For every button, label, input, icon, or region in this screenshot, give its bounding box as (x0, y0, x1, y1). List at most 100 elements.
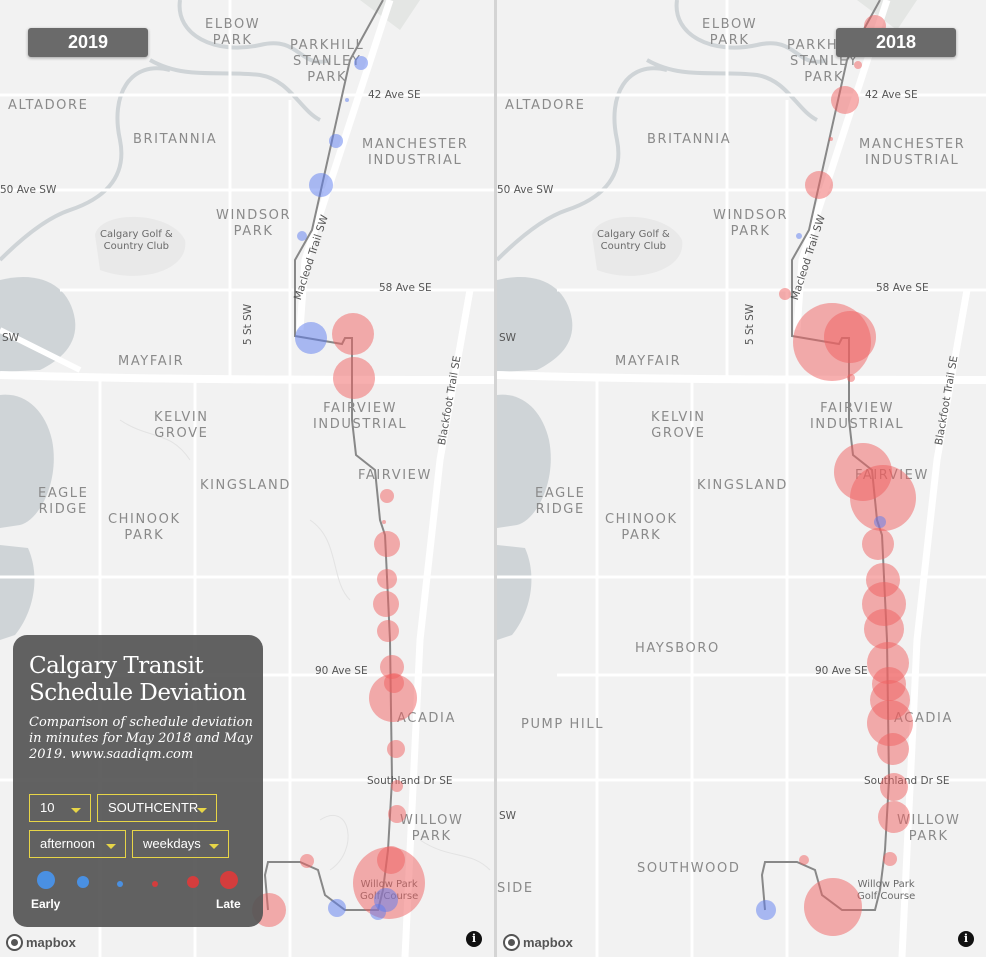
info-icon[interactable]: i (958, 931, 974, 947)
deviation-point (370, 904, 386, 920)
street-sw-south: SW (499, 810, 517, 822)
deviation-point (354, 56, 368, 70)
mapbox-mark-icon (6, 934, 23, 951)
label-chinook-park: CHINOOK PARK (605, 512, 678, 543)
label-kelvin-grove: KELVIN GROVE (651, 410, 706, 441)
label-eagle-ridge: EAGLE RIDGE (38, 486, 89, 517)
deviation-layer-2018 (756, 15, 916, 936)
street-42-ave: 42 Ave SE (865, 89, 918, 101)
label-haysboro: HAYSBORO (635, 641, 720, 656)
time-of-day-select[interactable]: afternoon (29, 830, 126, 858)
label-windsor-park: WINDSOR PARK (713, 208, 789, 239)
label-mayfair: MAYFAIR (118, 354, 185, 369)
deviation-point (329, 134, 343, 148)
deviation-point (864, 609, 904, 649)
legend-early-small (117, 881, 123, 887)
mapbox-logo[interactable]: mapbox (6, 934, 76, 951)
street-90-ave: 90 Ave SE (315, 665, 368, 677)
legend-late-small (152, 881, 158, 887)
deviation-point (297, 231, 307, 241)
deviation-point (829, 137, 833, 141)
label-fairview: FAIRVIEW (358, 468, 432, 483)
deviation-point (345, 98, 349, 102)
deviation-point (874, 516, 886, 528)
label-britannia: BRITANNIA (647, 132, 732, 147)
deviation-point (295, 322, 327, 354)
street-58-ave: 58 Ave SE (876, 282, 929, 294)
street-50-ave: 50 Ave SW (0, 184, 57, 196)
label-fairview-industrial: FAIRVIEW INDUSTRIAL (313, 401, 408, 432)
label-britannia: BRITANNIA (133, 132, 218, 147)
label-calgary-golf: Calgary Golf & Country Club (597, 229, 670, 252)
deviation-point (847, 374, 855, 382)
label-manchester: MANCHESTER INDUSTRIAL (859, 137, 966, 168)
deviation-point (877, 733, 909, 765)
street-90-ave: 90 Ave SE (815, 665, 868, 677)
panel-description: Comparison of schedule deviation in minu… (29, 715, 253, 762)
day-type-select[interactable]: weekdays (132, 830, 229, 858)
label-willow-park: WILLOW PARK (400, 813, 464, 844)
street-58-ave: 58 Ave SE (379, 282, 432, 294)
deviation-point (779, 288, 791, 300)
deviation-point (374, 531, 400, 557)
chevron-down-icon (106, 844, 116, 849)
mapbox-mark-icon (503, 934, 520, 951)
deviation-point (333, 357, 375, 399)
mapbox-logo[interactable]: mapbox (503, 934, 573, 951)
label-pump-hill: PUMP HILL (521, 717, 605, 732)
label-windsor-park: WINDSOR PARK (216, 208, 292, 239)
legend-early-large (37, 871, 55, 889)
deviation-point (804, 878, 862, 936)
deviation-point (391, 780, 403, 792)
panel-title: Calgary Transit Schedule Deviation (29, 653, 247, 706)
deviation-point (380, 655, 404, 679)
deviation-point (796, 233, 802, 239)
deviation-point (377, 569, 397, 589)
chevron-down-icon (71, 808, 81, 813)
map-divider (494, 0, 497, 957)
label-elbow-park: ELBOW PARK (205, 17, 261, 48)
label-side: SIDE (497, 881, 534, 896)
label-calgary-golf: Calgary Golf & Country Club (100, 229, 173, 252)
deviation-point (880, 773, 908, 801)
route-select[interactable]: 10 (29, 794, 91, 822)
deviation-point (867, 700, 913, 746)
legend-late-label: Late (216, 897, 241, 911)
map-2018[interactable]: ELBOW PARK PARKHILL STANLEY PARK ALTADORE B… (497, 0, 986, 957)
street-50-ave: 50 Ave SW (497, 184, 554, 196)
chevron-down-icon (197, 808, 207, 813)
deviation-point (824, 311, 876, 363)
label-willow-park: WILLOW PARK (897, 813, 961, 844)
street-42-ave: 42 Ave SE (368, 89, 421, 101)
deviation-point (380, 489, 394, 503)
info-icon[interactable]: i (466, 931, 482, 947)
legend-late-medium (187, 876, 199, 888)
deviation-point (388, 805, 406, 823)
deviation-point (309, 173, 333, 197)
label-mayfair: MAYFAIR (615, 354, 682, 369)
deviation-point (377, 620, 399, 642)
street-sw: SW (2, 332, 20, 344)
deviation-point (387, 740, 405, 758)
street-sw: SW (499, 332, 517, 344)
deviation-point (799, 855, 809, 865)
info-panel: Calgary Transit Schedule Deviation Compa… (13, 635, 263, 927)
deviation-point (854, 61, 862, 69)
legend-late-large (220, 871, 238, 889)
label-manchester: MANCHESTER INDUSTRIAL (362, 137, 469, 168)
legend-early-label: Early (31, 897, 61, 911)
deviation-point (353, 847, 425, 919)
label-southwood: SOUTHWOOD (637, 861, 741, 876)
stop-select[interactable]: SOUTHCENTR (97, 794, 217, 822)
deviation-point (382, 520, 386, 524)
label-parkhill: PARKHILL STANLEY PARK (290, 38, 365, 85)
label-acadia: ACADIA (397, 711, 456, 726)
deviation-point (831, 86, 859, 114)
chevron-down-icon (209, 844, 219, 849)
deviation-point (369, 674, 417, 722)
deviation-point (332, 313, 374, 355)
deviation-point (373, 591, 399, 617)
label-kingsland: KINGSLAND (697, 478, 788, 493)
label-fairview-industrial: FAIRVIEW INDUSTRIAL (810, 401, 905, 432)
